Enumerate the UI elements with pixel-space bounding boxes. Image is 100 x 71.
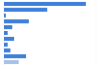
- bar: [4, 48, 10, 52]
- chart-svg: [0, 0, 100, 71]
- axis-end: [96, 1, 97, 65]
- bar: [4, 54, 26, 58]
- bar: [4, 43, 8, 47]
- bar: [4, 19, 29, 23]
- bar: [4, 31, 8, 35]
- bars: [4, 2, 86, 64]
- bar: [4, 2, 86, 6]
- bar: [4, 60, 19, 64]
- bar: [4, 8, 47, 12]
- bar: [4, 25, 12, 29]
- chart: [0, 0, 100, 71]
- bar: [4, 14, 6, 18]
- bar: [4, 37, 14, 41]
